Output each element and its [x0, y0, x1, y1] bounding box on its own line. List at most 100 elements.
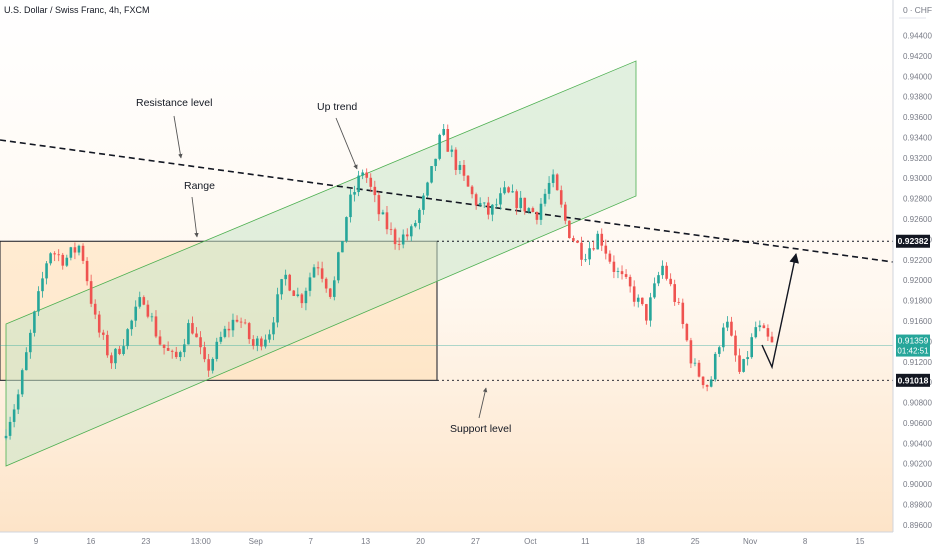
currency-label: 0 · CHF — [903, 5, 932, 15]
candle-body — [150, 316, 154, 318]
candle-body — [211, 358, 215, 371]
candle-body — [713, 353, 717, 380]
candle-body — [547, 182, 551, 194]
price-tick-label: 0.93400 — [903, 133, 932, 142]
candle-body — [600, 233, 604, 246]
candle-body — [166, 347, 170, 351]
candle-body — [766, 328, 770, 337]
price-tick-label: 0.92600 — [903, 215, 932, 224]
candle-body — [636, 297, 640, 302]
candle-body — [353, 192, 356, 195]
candle-body — [653, 283, 656, 298]
price-tick-label: 0.92000 — [903, 276, 932, 285]
candle-body — [381, 212, 385, 215]
price-axis[interactable] — [893, 0, 932, 550]
time-tick-label: 18 — [636, 537, 645, 546]
resistance-price-tag-text: 0.92382 — [898, 236, 929, 246]
candle-body — [531, 208, 535, 213]
candle-body — [584, 259, 587, 261]
candle-body — [535, 212, 539, 220]
candle-body — [219, 336, 223, 342]
price-tick-label: 0.90200 — [903, 460, 932, 469]
candle-body — [4, 435, 8, 439]
candle-body — [632, 286, 636, 302]
candle-body — [519, 197, 523, 209]
price-tick-label: 0.94400 — [903, 31, 932, 40]
candle-body — [551, 174, 555, 183]
candle-body — [495, 204, 498, 206]
candle-body — [280, 279, 283, 295]
candle-body — [61, 254, 65, 266]
time-tick-label: Oct — [524, 537, 537, 546]
candle-body — [308, 277, 312, 291]
resistance-trendline — [0, 139, 894, 263]
candle-body — [357, 175, 360, 193]
candle-body — [243, 322, 247, 324]
candle-body — [191, 323, 194, 334]
support-label-arrow — [478, 387, 488, 419]
candle-body — [592, 248, 595, 250]
candle-body — [49, 253, 52, 264]
price-tick-label: 0.89600 — [903, 521, 932, 530]
candle-body — [85, 260, 89, 282]
candle-body — [515, 191, 518, 209]
price-tick-label: 0.92200 — [903, 256, 932, 265]
candle-body — [268, 334, 271, 340]
candle-body — [284, 274, 287, 280]
candle-body — [316, 267, 320, 269]
candle-body — [16, 394, 20, 410]
time-tick-label: 15 — [856, 537, 865, 546]
candle-body — [507, 187, 510, 193]
candle-body — [730, 321, 733, 336]
candle-body — [543, 193, 547, 204]
symbol-title: U.S. Dollar / Swiss Franc, 4h, FXCM — [4, 5, 150, 15]
candle-body — [709, 379, 713, 387]
candle-body — [697, 362, 701, 377]
candle-body — [134, 306, 138, 321]
time-tick-label: 27 — [471, 537, 480, 546]
candle-body — [677, 301, 681, 303]
candle-body — [118, 348, 121, 355]
candle-body — [195, 333, 198, 338]
candle-body — [65, 257, 69, 266]
candle-body — [328, 288, 332, 297]
time-tick-label: Sep — [249, 537, 264, 546]
candle-body — [20, 370, 24, 395]
time-axis[interactable] — [0, 532, 893, 550]
candle-body — [138, 297, 142, 307]
candle-body — [272, 322, 275, 335]
candle-body — [300, 294, 304, 304]
candle-body — [101, 332, 105, 335]
candle-body — [409, 226, 413, 237]
candle-body — [73, 247, 77, 253]
candle-body — [81, 245, 85, 261]
candle-body — [401, 234, 405, 245]
candle-body — [89, 281, 93, 304]
candle-body — [474, 194, 478, 206]
time-tick-label: 8 — [803, 537, 808, 546]
candle-body — [255, 338, 259, 346]
candle-body — [247, 323, 251, 340]
support-price-tag-bg — [896, 373, 930, 387]
currency-separator: · — [910, 5, 913, 15]
candle-body — [341, 241, 344, 253]
candle-body — [178, 352, 182, 358]
candle-body — [620, 271, 624, 275]
price-tick-label: 0.90800 — [903, 399, 932, 408]
time-tick-label: 23 — [141, 537, 150, 546]
candle-body — [681, 302, 685, 325]
candle-body — [434, 158, 437, 167]
candle-body — [239, 321, 243, 323]
uptrend-label: Up trend — [317, 101, 357, 113]
candle-body — [365, 172, 369, 178]
candle-body — [426, 182, 429, 196]
candle-body — [97, 314, 101, 333]
candle-body — [624, 274, 628, 277]
candle-body — [559, 190, 563, 205]
candle-body — [576, 240, 579, 243]
candle-body — [393, 229, 397, 245]
candle-body — [337, 252, 340, 281]
candle-body — [470, 186, 474, 195]
